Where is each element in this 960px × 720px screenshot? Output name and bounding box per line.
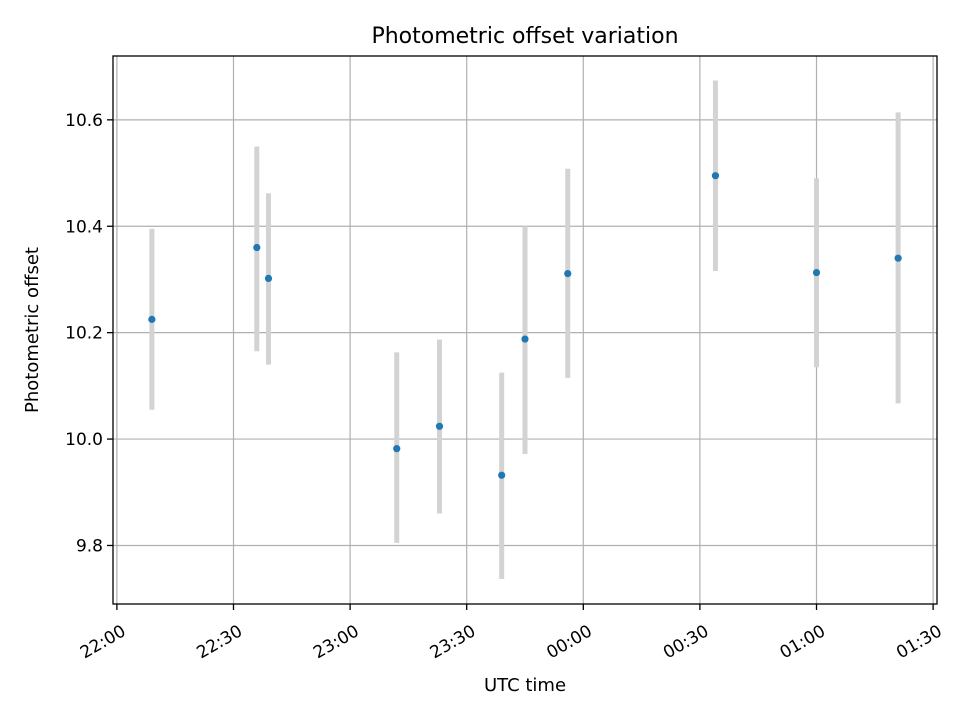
errorbar-layer <box>149 80 901 579</box>
y-tick-label: 10.4 <box>65 217 103 237</box>
x-tick-label: 23:00 <box>310 621 362 663</box>
data-point <box>812 268 821 277</box>
data-point <box>711 172 720 180</box>
y-tick-label: 10.0 <box>65 430 103 450</box>
y-tick-label: 10.6 <box>65 111 103 131</box>
data-point <box>521 335 529 343</box>
x-tick-label: 00:00 <box>543 621 595 663</box>
data-point <box>498 471 506 479</box>
y-tick-label: 10.2 <box>65 324 103 344</box>
y-tick-label: 9.8 <box>76 536 103 556</box>
data-point <box>393 445 401 453</box>
tick-layer: 22:00 22:30 23:00 23:30 00:00 00:30 01:00 01:30… <box>65 111 945 663</box>
point-layer <box>148 172 902 479</box>
x-tick-label: 01:30 <box>893 621 945 663</box>
grid-layer <box>113 56 937 604</box>
data-point <box>894 254 902 262</box>
data-point <box>264 274 273 282</box>
x-tick-label: 23:30 <box>427 621 479 663</box>
x-axis-label: UTC time <box>484 675 566 696</box>
x-tick-label: 22:00 <box>77 621 129 663</box>
data-point <box>148 315 156 323</box>
chart-title: Photometric offset variation <box>371 24 678 49</box>
y-axis-label: Photometric offset <box>22 247 43 413</box>
data-point <box>253 243 261 252</box>
data-point <box>435 422 444 430</box>
data-point <box>564 270 572 278</box>
x-tick-label: 22:30 <box>194 621 246 663</box>
x-tick-label: 00:30 <box>660 621 712 663</box>
plot-frame <box>112 55 938 605</box>
x-tick-label: 01:00 <box>777 621 829 663</box>
